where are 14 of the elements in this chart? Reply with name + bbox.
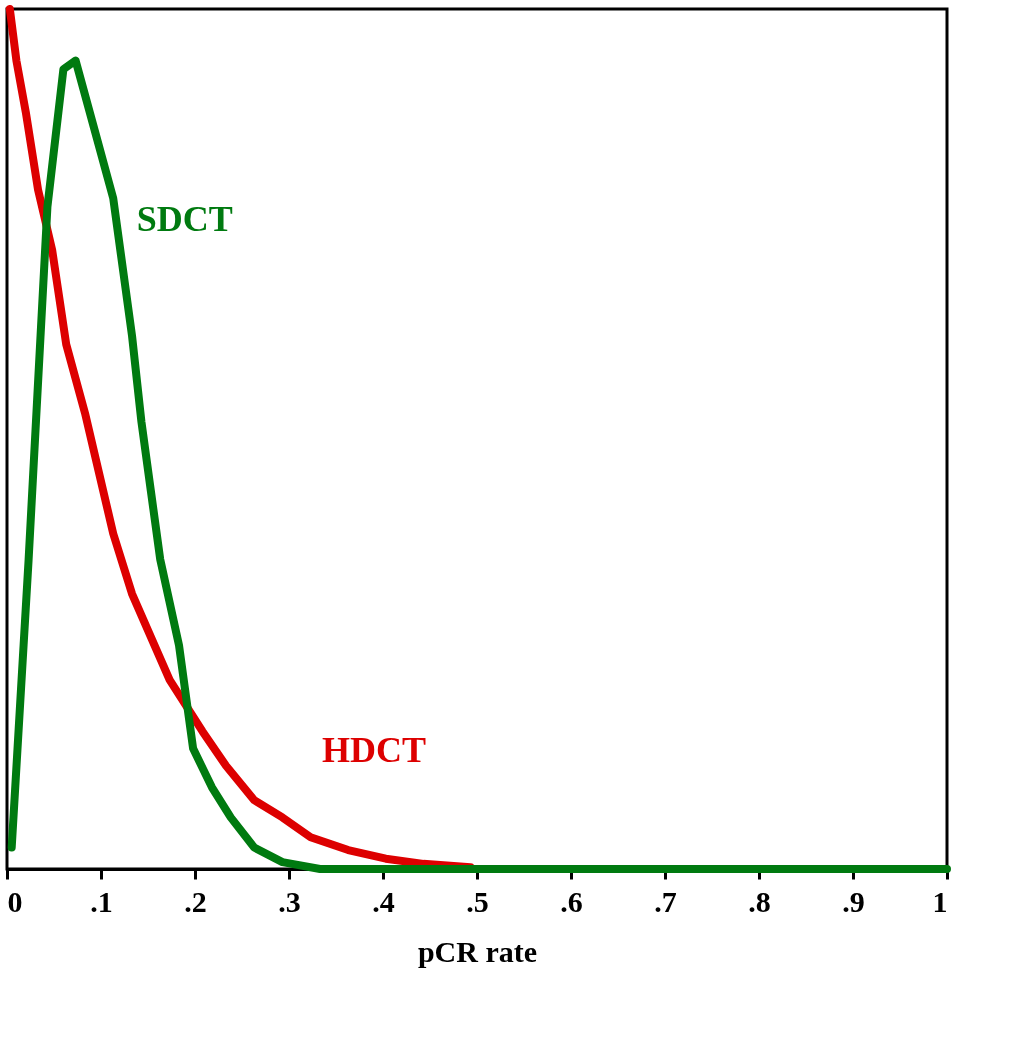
x-tick-label: .5 xyxy=(466,884,489,918)
x-tick-label: .7 xyxy=(654,884,677,918)
x-tick-label: .3 xyxy=(278,884,301,918)
x-tick-label: .8 xyxy=(748,884,771,918)
x-tick-label: .9 xyxy=(842,884,865,918)
x-tick-label: .2 xyxy=(184,884,207,918)
x-tick-label: .6 xyxy=(560,884,583,918)
x-tick-label: .1 xyxy=(90,884,113,918)
series-label: HDCT xyxy=(321,730,426,771)
series-label: SDCT xyxy=(136,199,233,240)
x-tick-label: .4 xyxy=(372,884,395,918)
x-tick-label: 0 xyxy=(7,884,23,918)
x-tick-label: 1 xyxy=(932,884,948,918)
x-axis-title: pCR rate xyxy=(417,934,538,968)
